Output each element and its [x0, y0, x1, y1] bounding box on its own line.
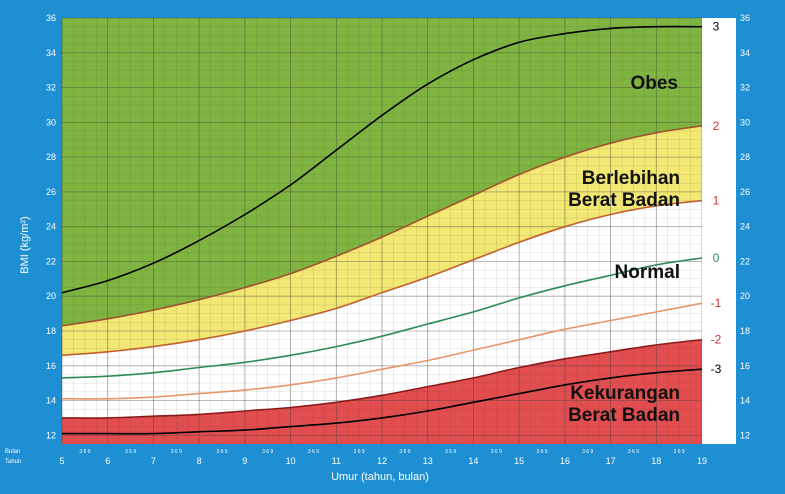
- grid: [61, 17, 703, 445]
- zone-label-underweight-line2: Berat Badan: [568, 405, 680, 426]
- y-tick-left: 22: [46, 256, 56, 266]
- months-row-label: Bulan: [5, 449, 20, 455]
- series-line-2: [61, 125, 703, 327]
- z-label: 0: [713, 251, 720, 265]
- month-ticks: 3 6 9: [582, 449, 593, 455]
- y-tick-left: 30: [46, 117, 56, 127]
- y-tick-right: 36: [740, 13, 750, 23]
- z-label: -2: [711, 333, 722, 347]
- z-label: 2: [713, 119, 720, 133]
- series-lines: [61, 25, 703, 435]
- y-tick-left: 28: [46, 152, 56, 162]
- x-tick: 15: [514, 456, 524, 466]
- x-tick: 8: [197, 456, 202, 466]
- month-ticks: 3 6 9: [628, 449, 639, 455]
- month-ticks: 3 6 9: [399, 449, 410, 455]
- y-tick-left: 26: [46, 187, 56, 197]
- x-tick: 9: [242, 456, 247, 466]
- series-line-3: [61, 25, 703, 294]
- y-tick-left: 12: [46, 430, 56, 440]
- y-tick-left: 32: [46, 83, 56, 93]
- y-tick-left: 16: [46, 361, 56, 371]
- y-tick-right: 30: [740, 117, 750, 127]
- y-tick-right: 28: [740, 152, 750, 162]
- series-line--1: [61, 302, 703, 400]
- zone-label-overweight-line2: Berat Badan: [568, 190, 680, 211]
- y-tick-right: 18: [740, 326, 750, 336]
- month-ticks: 3 6 9: [79, 449, 90, 455]
- y-tick-right: 26: [740, 187, 750, 197]
- x-tick: 6: [105, 456, 110, 466]
- x-tick: 19: [697, 456, 707, 466]
- series-line--2: [61, 338, 703, 419]
- y-tick-right: 14: [740, 396, 750, 406]
- z-label: 1: [713, 194, 720, 208]
- y-tick-right: 16: [740, 361, 750, 371]
- month-ticks: 3 6 9: [536, 449, 547, 455]
- z-label: -1: [711, 296, 722, 310]
- x-tick: 11: [332, 456, 341, 466]
- month-ticks: 3 6 9: [262, 449, 273, 455]
- x-tick: 17: [606, 456, 616, 466]
- y-tick-right: 32: [740, 83, 750, 93]
- z-label: -3: [711, 362, 722, 376]
- y-tick-right: 22: [740, 256, 750, 266]
- x-tick: 13: [423, 456, 433, 466]
- month-ticks: 3 6 9: [445, 449, 456, 455]
- y-tick-left: 18: [46, 326, 56, 336]
- month-ticks: 3 6 9: [125, 449, 136, 455]
- x-tick: 12: [377, 456, 387, 466]
- y-tick-left: 36: [46, 13, 56, 23]
- month-ticks: 3 6 9: [491, 449, 502, 455]
- x-ticks: 5 3 6 9 6 3 6 9 7 3 6 9 8 3 6 9 9 3 6 9 10 3 6 9 11 3…: [59, 449, 707, 466]
- series-line-0: [61, 257, 703, 379]
- years-row-label: Tahun: [5, 459, 21, 465]
- x-tick: 10: [286, 456, 296, 466]
- y-tick-right: 34: [740, 48, 750, 58]
- y-tick-right: 20: [740, 291, 750, 301]
- month-ticks: 3 6 9: [354, 449, 365, 455]
- y-tick-left: 24: [46, 222, 56, 232]
- zone-label-normal: Normal: [615, 262, 680, 283]
- zone-label-obes: Obes: [630, 73, 678, 94]
- z-label: 3: [713, 20, 720, 34]
- month-ticks: 3 6 9: [216, 449, 227, 455]
- x-tick: 7: [151, 456, 156, 466]
- y-tick-right: 12: [740, 430, 750, 440]
- y-tick-right: 24: [740, 222, 750, 232]
- month-ticks: 3 6 9: [308, 449, 319, 455]
- series-line-1: [61, 199, 703, 357]
- x-tick: 5: [59, 456, 64, 466]
- z-label-column: [702, 18, 736, 444]
- x-tick: 14: [468, 456, 478, 466]
- x-axis-title: Umur (tahun, bulan): [331, 471, 429, 483]
- zone-label-overweight-line1: Berlebihan: [582, 168, 680, 189]
- zone-label-underweight-line1: Kekurangan: [570, 383, 680, 404]
- y-ticks-right: 12 14 16 18 20 22 24 26 28 30 32 34 36: [740, 13, 750, 440]
- y-ticks-left: 12 14 16 18 20 22 24 26 28 30 32 34 36: [46, 13, 56, 440]
- series-line--3: [62, 368, 703, 435]
- y-tick-left: 14: [46, 396, 56, 406]
- y-tick-left: 34: [46, 48, 56, 58]
- x-tick: 16: [560, 456, 570, 466]
- month-ticks: 3 6 9: [674, 449, 685, 455]
- month-ticks: 3 6 9: [171, 449, 182, 455]
- y-axis-title: BMI (kg/m²): [19, 216, 31, 273]
- z-labels: 3 2 1 0 -1 -2 -3: [711, 20, 722, 377]
- x-tick: 18: [651, 456, 661, 466]
- zone-3: [62, 339, 702, 444]
- y-tick-left: 20: [46, 291, 56, 301]
